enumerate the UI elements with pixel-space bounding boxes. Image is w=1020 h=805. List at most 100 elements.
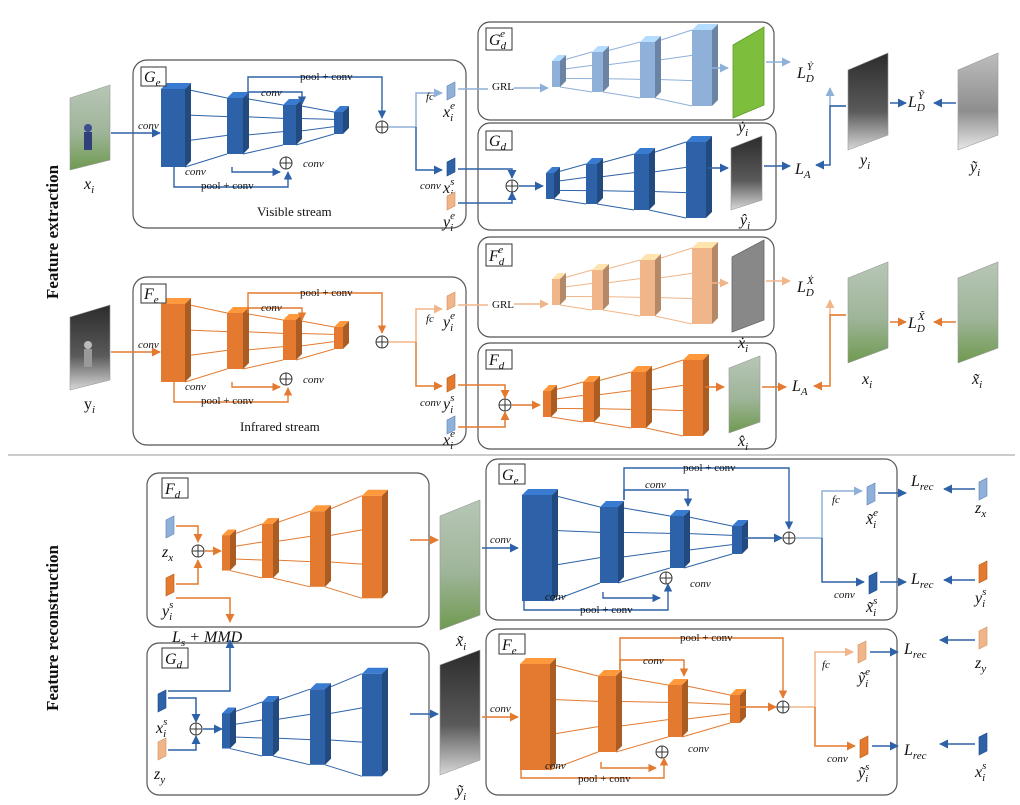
label-x-dot-i: ẋi xyxy=(737,335,748,355)
infrared-encoder-layers-block-3 xyxy=(283,320,296,360)
recon-F-d-layers-block-2 xyxy=(262,524,273,578)
label-G-e-top: Ge xyxy=(140,66,167,89)
label-conv-input-recon-Fe: conv xyxy=(490,703,511,715)
loss-L-D-Xtilde: LDX̃ xyxy=(907,310,926,335)
recon-F-e-layers xyxy=(520,658,746,771)
label-conv-out-recon-Fe: conv xyxy=(827,753,848,765)
label-y-hat-i: ŷi xyxy=(738,212,750,232)
tile-y-i-e-input xyxy=(446,191,456,211)
label-z-y: zy xyxy=(153,766,165,786)
recon-G-d-layers-block-3 xyxy=(310,689,325,765)
label-conv-top: conv xyxy=(261,87,282,99)
svg-text:Gd: Gd xyxy=(489,133,507,153)
oplus-nodes xyxy=(189,120,796,759)
recon-F-d-layers xyxy=(222,489,388,599)
loss-L-A-mid: LA xyxy=(791,378,808,398)
oplus-Gd-in xyxy=(505,179,519,193)
label-F-d: Fd xyxy=(485,349,513,372)
infrared-encoder-layers-block-2 xyxy=(227,313,243,369)
section-label-feature-reconstruction: Feature reconstruction xyxy=(43,544,62,711)
label-recon-G-d: Gd xyxy=(161,647,189,671)
oplus-recon-Ge-merge xyxy=(782,531,796,545)
svg-text:Gde: Gde xyxy=(489,28,507,52)
tile-x-i-s xyxy=(446,157,456,177)
label-pool-conv-low-ir: pool + conv xyxy=(201,395,254,407)
recon-F-e-layers-block-4 xyxy=(730,695,740,723)
panel-G-d xyxy=(477,122,777,231)
recon-G-d-layers xyxy=(222,667,388,777)
label-recon-F-e: Fe xyxy=(498,633,526,657)
label-pool-conv-recon-Ge: pool + conv xyxy=(683,462,736,474)
label-conv-recon-Ge: conv xyxy=(645,479,666,491)
skip-set: pool + conv conv pool + conv conv conv conv fc… xyxy=(138,287,441,409)
loss-Ls-MMD: Ls + MMD xyxy=(171,629,243,649)
label-x-tilde-i-s: x̃is xyxy=(865,595,877,619)
svg-text:Fd: Fd xyxy=(488,352,505,372)
label-conv-low: conv xyxy=(185,166,206,178)
panel-recon-G-d xyxy=(146,642,430,796)
label-fc-recon-Fe: fc xyxy=(822,659,830,671)
label-y-i-s-right: yis xyxy=(973,586,986,610)
connections-top xyxy=(111,57,956,204)
skip-set: pool + conv conv pool + conv conv conv conv fc… xyxy=(490,632,848,785)
label-x-i-e: xie xyxy=(442,100,455,124)
label-x-i-s-right: xis xyxy=(974,760,986,784)
tile-y-i-s xyxy=(446,373,456,393)
F-d-e-layers-block-4 xyxy=(692,248,712,324)
label-fc-top: fc xyxy=(426,91,434,103)
label-conv-input-recon-Ge: conv xyxy=(490,534,511,546)
tile-y-i-e xyxy=(446,291,456,311)
label-y-i-e-input: yie xyxy=(441,210,455,234)
label-x-i-input: xi xyxy=(83,176,94,196)
svg-text:Fe: Fe xyxy=(501,637,517,657)
loss-L-D-Ytilde: LDỸ xyxy=(907,90,926,114)
G-d-layers-block-1 xyxy=(546,173,554,199)
label-grl-mid: GRL xyxy=(492,299,514,311)
tile-z-y-right xyxy=(978,626,988,650)
infrared-encoder-layers xyxy=(161,298,349,383)
svg-text:Fe: Fe xyxy=(143,286,159,306)
label-grl-top: GRL xyxy=(492,81,514,93)
connections-bottom xyxy=(168,484,975,751)
label-conv-low-recon-Fe: conv xyxy=(545,760,566,772)
label-conv-out-recon-Ge: conv xyxy=(834,589,855,601)
F-d-layers-block-1 xyxy=(543,391,551,417)
tile-x-tilde-i-s xyxy=(868,571,878,595)
output-y-dot-feature xyxy=(732,26,765,119)
svg-text:Fd: Fd xyxy=(164,481,181,501)
label-y-dot-i: ẏi xyxy=(736,119,748,139)
visible-encoder-layers-block-2 xyxy=(227,98,243,154)
tile-x-i-e xyxy=(446,81,456,101)
label-x-tilde-i-recon: x̃i xyxy=(455,633,466,653)
image-x-tilde-i-recon xyxy=(439,499,481,631)
recon-G-d-layers-block-4 xyxy=(362,673,382,777)
connections-middle xyxy=(111,276,956,428)
oplus-recon-Fe-lower xyxy=(655,745,669,759)
tile-x-tilde-i-e xyxy=(866,482,876,506)
label-conv-input: conv xyxy=(138,120,159,132)
image-y-i-real xyxy=(847,52,889,151)
loss-L-rec-4: Lrec xyxy=(903,742,927,762)
label-y-i-e: yie xyxy=(441,310,455,334)
panel-F-d-e xyxy=(477,236,775,338)
oplus-recon-Gd-in xyxy=(189,722,203,736)
tile-z-x-right xyxy=(978,477,988,501)
recon-G-e-layers-block-1 xyxy=(522,495,552,601)
output-x-dot-feature xyxy=(731,239,765,333)
label-conv-low-ir: conv xyxy=(185,381,206,393)
label-conv-xs: conv xyxy=(420,180,441,192)
skip-connections: pool + conv conv pool + conv conv conv conv fc… xyxy=(138,71,855,785)
tile-z-x xyxy=(165,515,175,539)
label-pool-conv-low-recon-Ge: pool + conv xyxy=(580,604,633,616)
label-y-i-s-recon: yis xyxy=(160,599,173,623)
label-y-i-input: yi xyxy=(84,396,95,416)
panel-infrared-encoder xyxy=(132,276,467,446)
label-pool-conv-top: pool + conv xyxy=(300,71,353,83)
oplus-top-merge xyxy=(375,120,389,134)
skip-set: pool + conv conv pool + conv conv conv conv fc… xyxy=(490,462,855,616)
label-F-d-e: Fde xyxy=(485,243,513,268)
tile-x-i-s-right xyxy=(978,732,988,756)
tile-x-i-e-input xyxy=(446,415,456,435)
recon-F-d-layers-block-4 xyxy=(362,495,382,599)
